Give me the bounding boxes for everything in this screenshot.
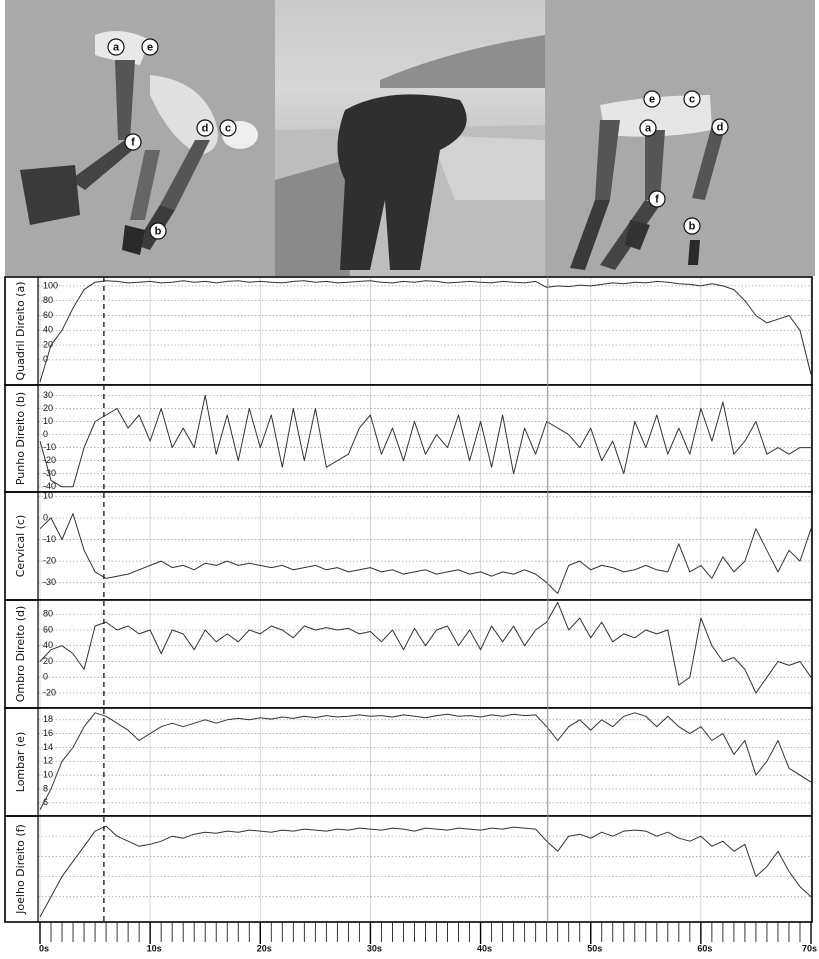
plot-area bbox=[38, 492, 812, 600]
label-circle bbox=[683, 90, 701, 108]
x-tick-label: 0s bbox=[39, 943, 49, 953]
figure-label: a bbox=[113, 41, 120, 53]
plot-area bbox=[38, 708, 812, 816]
panel-border bbox=[4, 815, 813, 923]
figure-label: c bbox=[689, 93, 695, 105]
y-tick-label: 14 bbox=[43, 742, 53, 752]
plot-area bbox=[38, 816, 812, 922]
y-axis-label: Joelho Direito (f) bbox=[14, 824, 27, 915]
y-tick-label: 0 bbox=[43, 672, 48, 682]
y-tick-label: -20 bbox=[43, 555, 56, 565]
y-axis-label: Lombar (e) bbox=[14, 732, 27, 792]
label-circle bbox=[141, 38, 159, 56]
x-tick-label: 50s bbox=[587, 943, 602, 953]
y-axis-label: Ombro Direito (d) bbox=[14, 606, 27, 703]
y-tick-label: -20 bbox=[43, 455, 56, 465]
x-tick-label: 60s bbox=[697, 943, 712, 953]
figure-label: e bbox=[147, 41, 153, 53]
y-axis-label: Cervical (c) bbox=[14, 515, 27, 578]
data-line bbox=[39, 825, 812, 918]
y-tick-label: 10 bbox=[43, 416, 53, 426]
x-tick-label: 70s bbox=[802, 943, 817, 953]
label-circle bbox=[711, 118, 729, 136]
figure-label: e bbox=[649, 93, 655, 105]
figure-labels: a e f d c b e c a d f b bbox=[107, 38, 729, 240]
plot-area bbox=[38, 600, 812, 708]
y-tick-label: -10 bbox=[43, 534, 56, 544]
figure-label: b bbox=[689, 220, 696, 232]
y-tick-label: 40 bbox=[43, 640, 53, 650]
x-tick-label: 20s bbox=[257, 943, 272, 953]
x-tick-label: 10s bbox=[147, 943, 162, 953]
label-circle bbox=[124, 133, 142, 151]
figure-label: f bbox=[655, 193, 659, 205]
y-tick-label: 16 bbox=[43, 728, 53, 738]
figure-label: d bbox=[202, 122, 209, 134]
figure-label: c bbox=[225, 122, 231, 134]
y-tick-label: 10 bbox=[43, 770, 53, 780]
y-axis-label: Quadril Direito (a) bbox=[14, 282, 27, 381]
y-tick-label: 60 bbox=[43, 624, 53, 634]
x-tick-label: 40s bbox=[477, 943, 492, 953]
data-line bbox=[39, 394, 811, 488]
plot-area bbox=[38, 385, 812, 492]
photo bbox=[275, 0, 545, 276]
right-render bbox=[545, 0, 815, 276]
y-tick-label: 12 bbox=[43, 756, 53, 766]
y-axis-label: Punho Direito (b) bbox=[14, 392, 27, 485]
label-circle bbox=[149, 222, 167, 240]
y-tick-label: 60 bbox=[43, 310, 53, 320]
y-tick-label: 0 bbox=[43, 429, 48, 439]
y-tick-label: 30 bbox=[43, 390, 53, 400]
left-render bbox=[5, 0, 275, 276]
data-line bbox=[39, 712, 812, 811]
data-line bbox=[39, 513, 812, 594]
x-tick-label: 30s bbox=[367, 943, 382, 953]
y-tick-label: -20 bbox=[43, 687, 56, 697]
y-tick-label: -30 bbox=[43, 468, 56, 478]
figure-label: a bbox=[645, 122, 652, 134]
y-tick-label: 0 bbox=[43, 512, 48, 522]
y-tick-label: -30 bbox=[43, 577, 56, 587]
y-tick-label: 8 bbox=[43, 783, 48, 793]
y-tick-label: -40 bbox=[43, 481, 56, 491]
y-tick-label: 100 bbox=[43, 280, 58, 290]
label-circle bbox=[683, 217, 701, 235]
y-tick-label: 6 bbox=[43, 797, 48, 807]
y-tick-label: 10 bbox=[43, 491, 53, 501]
data-line bbox=[39, 280, 812, 383]
figure-label: d bbox=[717, 121, 724, 133]
y-tick-label: 80 bbox=[43, 295, 53, 305]
figure-label: f bbox=[131, 136, 135, 148]
label-circle bbox=[196, 119, 214, 137]
plot-area bbox=[38, 277, 812, 385]
data-line bbox=[39, 601, 812, 694]
figure-label: b bbox=[155, 225, 162, 237]
label-circle bbox=[643, 90, 661, 108]
label-circle bbox=[107, 38, 125, 56]
y-tick-label: 40 bbox=[43, 325, 53, 335]
y-tick-label: 80 bbox=[43, 609, 53, 619]
label-circle bbox=[219, 119, 237, 137]
y-tick-label: 18 bbox=[43, 714, 53, 724]
y-tick-label: 20 bbox=[43, 403, 53, 413]
label-circle bbox=[639, 119, 657, 137]
y-tick-label: 20 bbox=[43, 656, 53, 666]
label-circle bbox=[648, 190, 666, 208]
y-tick-label: 20 bbox=[43, 339, 53, 349]
y-tick-label: 0 bbox=[43, 354, 48, 364]
y-tick-label: -10 bbox=[43, 442, 56, 452]
